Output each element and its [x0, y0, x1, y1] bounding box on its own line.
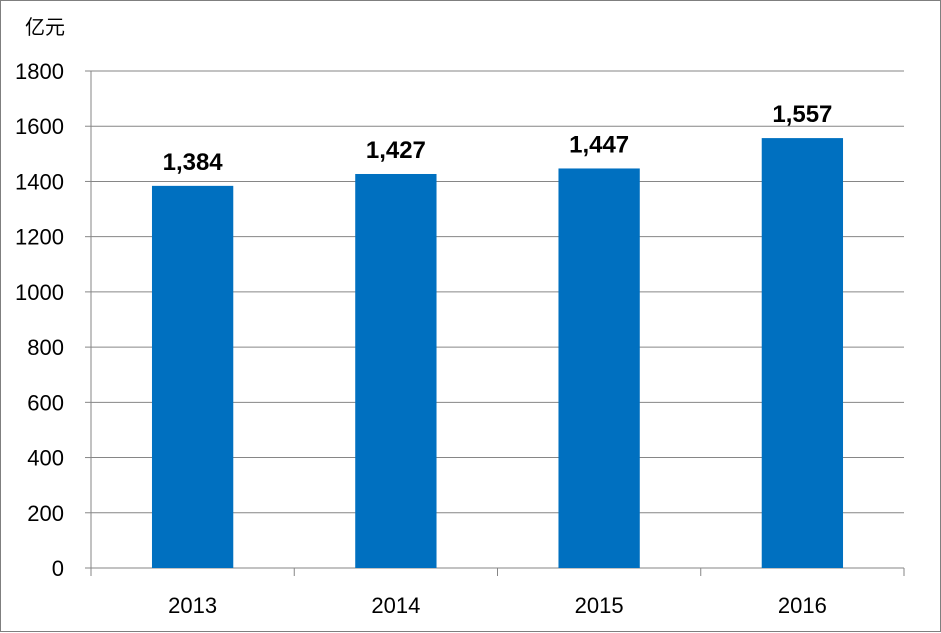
y-tick-label: 400: [27, 446, 64, 471]
data-label-2014: 1,427: [366, 137, 426, 164]
y-tick-label: 0: [52, 556, 64, 581]
y-axis-unit-label: 亿元: [25, 15, 65, 39]
y-tick-label: 1600: [15, 114, 64, 139]
y-tick-label: 1400: [15, 169, 64, 194]
y-tick-label: 1800: [15, 59, 64, 84]
x-tick-label-2016: 2016: [778, 593, 827, 618]
x-tick-label-2014: 2014: [371, 593, 420, 618]
y-tick-label: 800: [27, 335, 64, 360]
data-label-2016: 1,557: [772, 101, 832, 128]
bar-2015: [558, 168, 640, 568]
labels: 0 200 400 600 800 1000 1200 1400 1600 1800 1,384 20…: [15, 59, 832, 618]
y-tick-label: 200: [27, 501, 64, 526]
data-label-2015: 1,447: [569, 131, 629, 158]
y-tick-label: 1200: [15, 225, 64, 250]
data-label-2013: 1,384: [163, 149, 224, 176]
bars: [151, 138, 844, 568]
bar-2016: [761, 138, 844, 568]
y-tick-label: 600: [27, 390, 64, 415]
y-tick-label: 1000: [15, 280, 64, 305]
bar-2013: [151, 185, 234, 568]
x-tick-label-2013: 2013: [168, 593, 217, 618]
bar-2014: [355, 173, 437, 568]
x-tick-label-2015: 2015: [575, 593, 624, 618]
